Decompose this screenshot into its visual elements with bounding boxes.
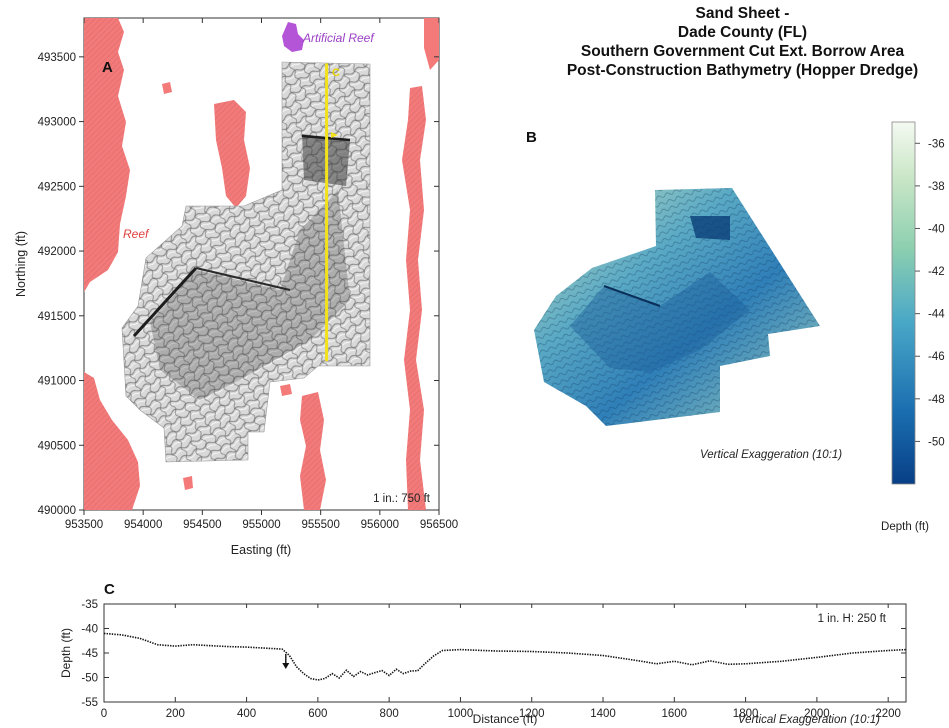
profile-x-tick-label: 1400: [590, 708, 616, 720]
profile-x-tick-label: 0: [101, 708, 107, 720]
profile-arrow-icon: [331, 132, 338, 138]
colorbar-tick-label: -46: [928, 351, 945, 363]
panel-a-label: A: [102, 59, 113, 76]
artificial-reef-label: Artificial Reef: [302, 31, 375, 45]
colorbar-tick-label: -44: [928, 309, 945, 321]
profile-x-tick-label: 2200: [875, 708, 901, 720]
title-line-1: Sand Sheet -: [695, 5, 790, 22]
panel-b-label: B: [526, 129, 537, 146]
artificial-reef-area: [282, 22, 304, 52]
colorbar-label: Depth (ft): [881, 521, 929, 533]
colorbar: [891, 121, 916, 485]
y-axis-label: Northing (ft): [14, 231, 28, 297]
y-tick-label: 492000: [38, 246, 76, 258]
profile-x-tick-label: 400: [237, 708, 256, 720]
profile-y-tick-label: -55: [81, 697, 98, 709]
panel-c-axes: 0 200 400 600 800 1000 1200 1400 1600 1800 2000 220…: [81, 599, 906, 720]
profile-x-tick-label: 1000: [448, 708, 474, 720]
panel-c-profile: C 0 200 400 600 800 1000 1200 1400 1600 1800 2000 2…: [59, 581, 907, 726]
y-tick-label: 492500: [38, 181, 76, 193]
profile-marker-arrow-icon: [282, 654, 290, 669]
profile-y-tick-label: -40: [81, 624, 98, 636]
profile-y-tick-label: -50: [81, 673, 98, 685]
scale-label: 1 in.: 750 ft: [373, 493, 431, 505]
colorbar-tick-label: -40: [928, 223, 945, 235]
x-tick-label: 955000: [242, 519, 280, 531]
profile-frame: [103, 603, 907, 703]
x-tick-label: 954000: [124, 519, 162, 531]
profile-x-axis-label: Distance (ft): [473, 712, 538, 726]
y-tick-label: 490500: [38, 440, 76, 452]
panel-a-map: A Reef Artificial Reef C 1 in.: 750 ft 9…: [14, 17, 458, 557]
colorbar-tick-label: -38: [928, 181, 945, 193]
profile-y-tick-label: -35: [81, 599, 98, 611]
reef-label: Reef: [123, 227, 150, 241]
y-tick-label: 493500: [38, 52, 76, 64]
colorbar-tick-label: -50: [928, 436, 945, 448]
profile-scale-note: 1 in. H: 250 ft: [818, 613, 887, 625]
y-tick-label: 490000: [38, 505, 76, 517]
profile-x-tick-label: 2000: [804, 708, 830, 720]
profile-x-tick-label: 800: [380, 708, 399, 720]
profile-exaggeration-note: Vertical Exaggeration (10:1): [738, 714, 880, 726]
profile-y-tick-label: -45: [81, 648, 98, 660]
x-tick-label: 955500: [301, 519, 339, 531]
profile-c-label: C: [332, 67, 340, 79]
x-tick-label: 956000: [361, 519, 399, 531]
panel-a-axes: 953500 954000 954500 955000 955500 956000 9565…: [38, 18, 458, 531]
colorbar-tick-label: -42: [928, 266, 945, 278]
reef-areas: [84, 18, 439, 510]
profile-y-axis-label: Depth (ft): [59, 628, 73, 678]
y-tick-label: 493000: [38, 117, 76, 129]
surface-exaggeration-note: Vertical Exaggeration (10:1): [700, 449, 842, 461]
bathymetry-surface: [534, 188, 820, 426]
colorbar-tick-label: -48: [928, 394, 945, 406]
x-tick-label: 953500: [65, 519, 103, 531]
title-line-2: Dade County (FL): [677, 24, 808, 41]
profile-x-tick-label: 1200: [519, 708, 545, 720]
x-tick-label: 956500: [420, 519, 458, 531]
profile-x-tick-label: 600: [308, 708, 327, 720]
panel-b-surface: B Vertical Exaggeration (10:1) -36 -38 -40…: [526, 121, 945, 533]
y-tick-label: 491000: [38, 376, 76, 388]
colorbar-ticks: -36 -38 -40 -42 -44 -46 -48 -50: [915, 138, 945, 448]
x-axis-label: Easting (ft): [231, 543, 291, 557]
panel-c-label: C: [104, 581, 115, 598]
title-line-4: Post-Construction Bathymetry (Hopper Dre…: [566, 62, 919, 79]
profile-x-tick-label: 1800: [733, 708, 759, 720]
profile-x-tick-label: 1600: [662, 708, 688, 720]
y-tick-label: 491500: [38, 311, 76, 323]
survey-hillshade: [121, 61, 371, 463]
chart-title: Sand Sheet - Dade County (FL) Southern G…: [540, 4, 945, 80]
x-tick-label: 954500: [183, 519, 221, 531]
colorbar-tick-label: -36: [928, 138, 945, 150]
title-line-3: Southern Government Cut Ext. Borrow Area: [580, 43, 905, 60]
profile-x-tick-label: 200: [166, 708, 185, 720]
